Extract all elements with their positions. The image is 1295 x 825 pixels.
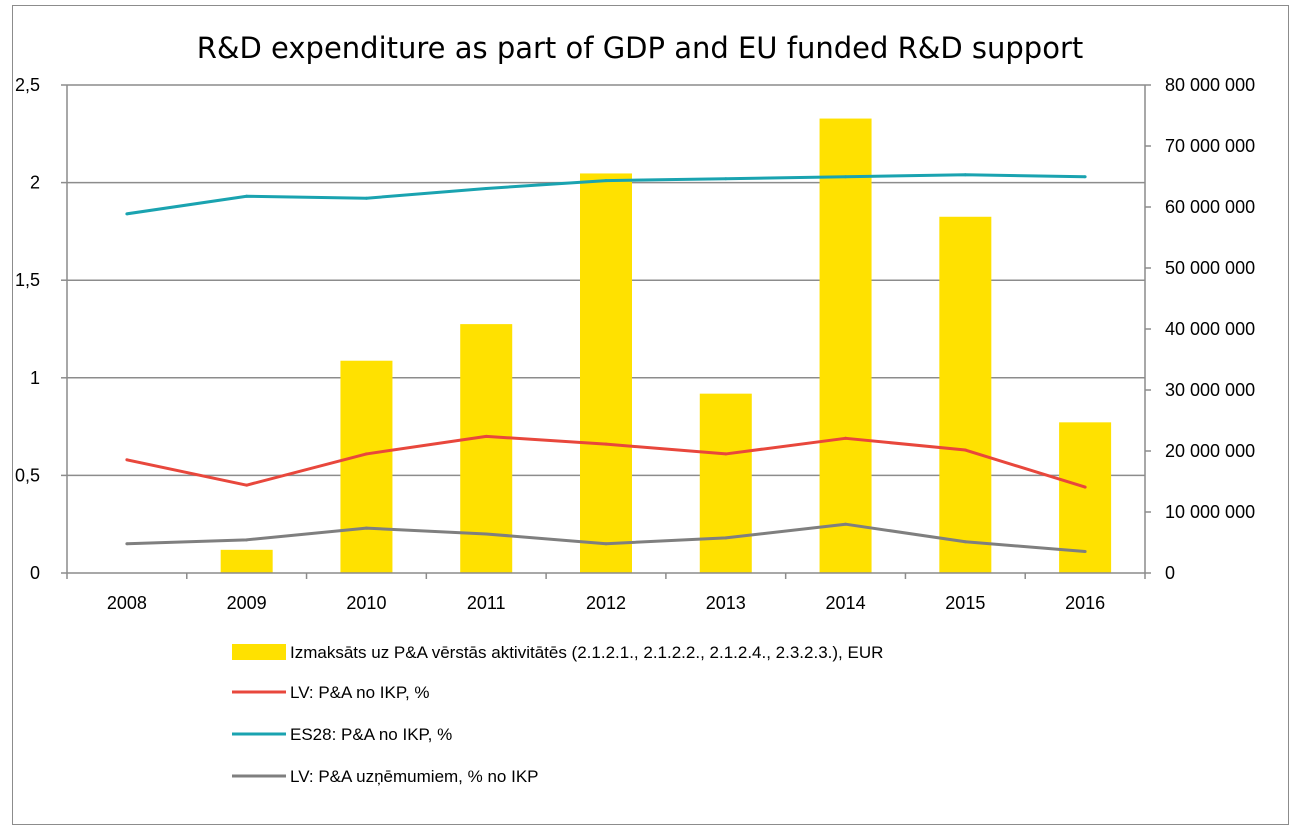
line-point bbox=[1083, 175, 1087, 179]
x-tick-label: 2016 bbox=[1065, 593, 1105, 613]
left-tick-label: 2,5 bbox=[15, 75, 40, 95]
line-point bbox=[484, 532, 488, 536]
legend: Izmaksāts uz P&A vērstās aktivitātēs (2.… bbox=[232, 643, 883, 786]
line-point bbox=[364, 452, 368, 456]
bar-series bbox=[220, 118, 1112, 574]
x-tick-label: 2015 bbox=[945, 593, 985, 613]
right-tick-label: 80 000 000 bbox=[1165, 75, 1255, 95]
left-tick-label: 0 bbox=[30, 563, 40, 583]
line-point bbox=[484, 186, 488, 190]
line-series bbox=[125, 173, 1087, 554]
left-tick-label: 0,5 bbox=[15, 465, 40, 485]
left-tick-label: 1 bbox=[30, 368, 40, 388]
right-tick-label: 10 000 000 bbox=[1165, 502, 1255, 522]
legend-label: Izmaksāts uz P&A vērstās aktivitātēs (2.… bbox=[290, 643, 883, 662]
bar bbox=[819, 118, 872, 574]
line-point bbox=[245, 538, 249, 542]
bar bbox=[580, 173, 632, 573]
left-tick-label: 1,5 bbox=[15, 270, 40, 290]
left-axis-tick-labels: 0 0,5 1 1,5 2 2,5 bbox=[15, 75, 40, 583]
right-axis-tick-labels: 0 10 000 000 20 000 000 30 000 000 40 000 00… bbox=[1165, 75, 1255, 583]
legend-label: ES28: P&A no IKP, % bbox=[290, 725, 452, 744]
legend-label: LV: P&A uzņēmumiem, % no IKP bbox=[290, 767, 539, 786]
x-tick-label: 2010 bbox=[346, 593, 386, 613]
x-tick-label: 2008 bbox=[107, 593, 147, 613]
x-tick-label: 2012 bbox=[586, 593, 626, 613]
line-point bbox=[245, 483, 249, 487]
line-point bbox=[844, 522, 848, 526]
line-point bbox=[604, 442, 608, 446]
right-tick-label: 0 bbox=[1165, 563, 1175, 583]
line-point bbox=[125, 212, 129, 216]
line-point bbox=[844, 436, 848, 440]
x-tick-label: 2014 bbox=[826, 593, 866, 613]
line-point bbox=[604, 542, 608, 546]
x-tick-label: 2013 bbox=[706, 593, 746, 613]
line-point bbox=[724, 536, 728, 540]
line-point bbox=[963, 448, 967, 452]
right-tick-label: 60 000 000 bbox=[1165, 197, 1255, 217]
line-point bbox=[1083, 550, 1087, 554]
axes bbox=[61, 84, 1151, 579]
right-tick-label: 20 000 000 bbox=[1165, 441, 1255, 461]
x-tick-label: 2009 bbox=[227, 593, 267, 613]
left-tick-label: 2 bbox=[30, 173, 40, 193]
line-point bbox=[245, 194, 249, 198]
line-point bbox=[1083, 485, 1087, 489]
right-tick-label: 70 000 000 bbox=[1165, 136, 1255, 156]
right-tick-label: 50 000 000 bbox=[1165, 258, 1255, 278]
line-point bbox=[963, 173, 967, 177]
chart-canvas: R&D expenditure as part of GDP and EU fu… bbox=[15, 31, 1255, 786]
line-point bbox=[844, 175, 848, 179]
line-point bbox=[125, 458, 129, 462]
line-point bbox=[125, 542, 129, 546]
line-point bbox=[963, 540, 967, 544]
bar bbox=[939, 216, 992, 573]
line-point bbox=[364, 196, 368, 200]
line-point bbox=[484, 434, 488, 438]
legend-label: LV: P&A no IKP, % bbox=[290, 683, 430, 702]
x-axis-tick-labels: 2008 2009 2010 2011 2012 2013 2014 2015 2016 bbox=[107, 593, 1105, 613]
x-tick-label: 2011 bbox=[467, 593, 506, 613]
bar bbox=[340, 360, 393, 573]
line-point bbox=[364, 526, 368, 530]
bar bbox=[1059, 422, 1112, 573]
line-point bbox=[604, 179, 608, 183]
right-tick-label: 30 000 000 bbox=[1165, 380, 1255, 400]
line-point bbox=[724, 452, 728, 456]
bar bbox=[460, 324, 513, 573]
right-tick-label: 40 000 000 bbox=[1165, 319, 1255, 339]
legend-swatch bbox=[232, 644, 286, 660]
bar bbox=[220, 549, 273, 573]
chart-title: R&D expenditure as part of GDP and EU fu… bbox=[197, 31, 1084, 65]
line-point bbox=[724, 177, 728, 181]
bar bbox=[699, 393, 752, 573]
